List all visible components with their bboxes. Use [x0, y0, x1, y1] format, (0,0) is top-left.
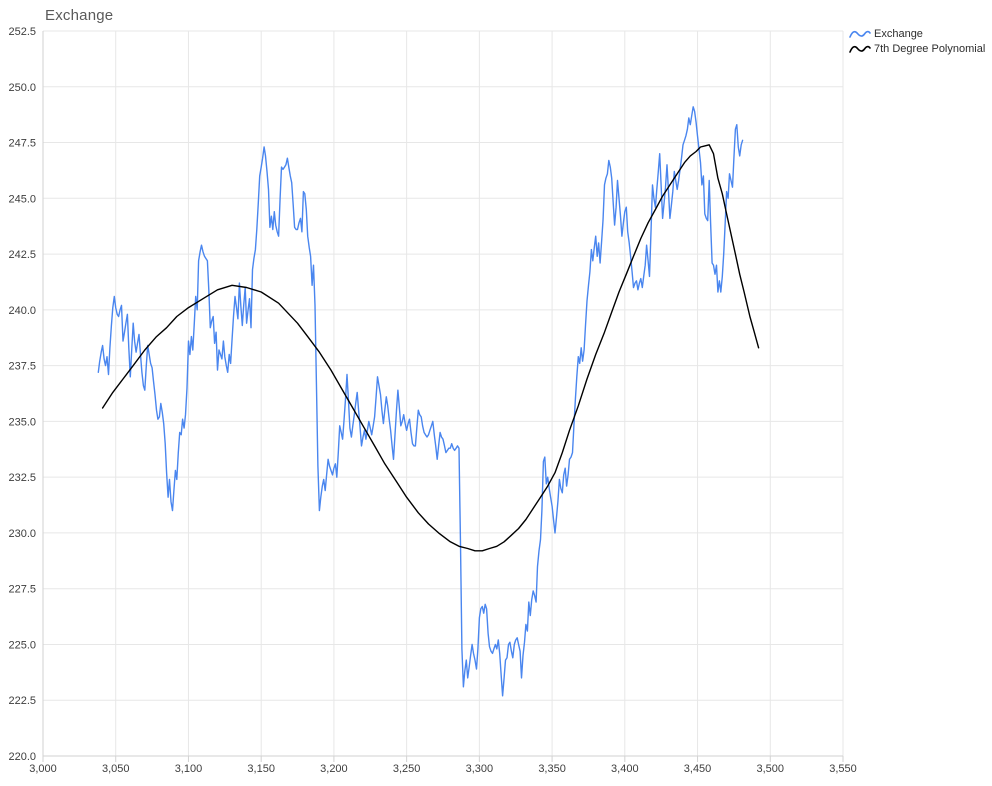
y-tick-label: 227.5: [8, 584, 36, 596]
y-tick-label: 247.5: [8, 138, 36, 150]
line-series-icon: [849, 30, 871, 38]
y-tick-label: 235.0: [8, 416, 36, 428]
y-tick-label: 237.5: [8, 361, 36, 373]
x-tick-label: 3,200: [320, 763, 348, 775]
y-tick-label: 240.0: [8, 305, 36, 317]
y-tick-label: 225.0: [8, 639, 36, 651]
y-tick-label: 222.5: [8, 695, 36, 707]
legend-label-exchange: Exchange: [874, 28, 923, 40]
polynomial-series-line: [101, 144, 760, 552]
y-tick-label: 252.5: [8, 26, 36, 38]
y-tick-label: 220.0: [8, 751, 36, 763]
y-tick-label: 242.5: [8, 249, 36, 261]
exchange-series-line: [97, 106, 744, 697]
legend-item-polynomial[interactable]: 7th Degree Polynomial: [849, 43, 985, 55]
y-tick-label: 230.0: [8, 528, 36, 540]
x-tick-label: 3,550: [829, 763, 857, 775]
x-tick-label: 3,100: [175, 763, 203, 775]
x-tick-label: 3,500: [757, 763, 785, 775]
y-tick-label: 250.0: [8, 82, 36, 94]
x-tick-label: 3,150: [247, 763, 275, 775]
x-tick-label: 3,000: [29, 763, 57, 775]
line-series-icon: [849, 45, 871, 53]
x-tick-label: 3,300: [466, 763, 494, 775]
x-tick-label: 3,400: [611, 763, 639, 775]
y-tick-label: 245.0: [8, 193, 36, 205]
legend-label-polynomial: 7th Degree Polynomial: [874, 43, 986, 55]
x-tick-label: 3,050: [102, 763, 130, 775]
chart-title: Exchange: [45, 7, 114, 24]
chart-legend: Exchange 7th Degree Polynomial: [849, 28, 985, 55]
x-tick-label: 3,350: [538, 763, 566, 775]
legend-item-exchange[interactable]: Exchange: [849, 28, 985, 40]
x-tick-label: 3,250: [393, 763, 421, 775]
x-tick-label: 3,450: [684, 763, 712, 775]
y-tick-label: 232.5: [8, 472, 36, 484]
